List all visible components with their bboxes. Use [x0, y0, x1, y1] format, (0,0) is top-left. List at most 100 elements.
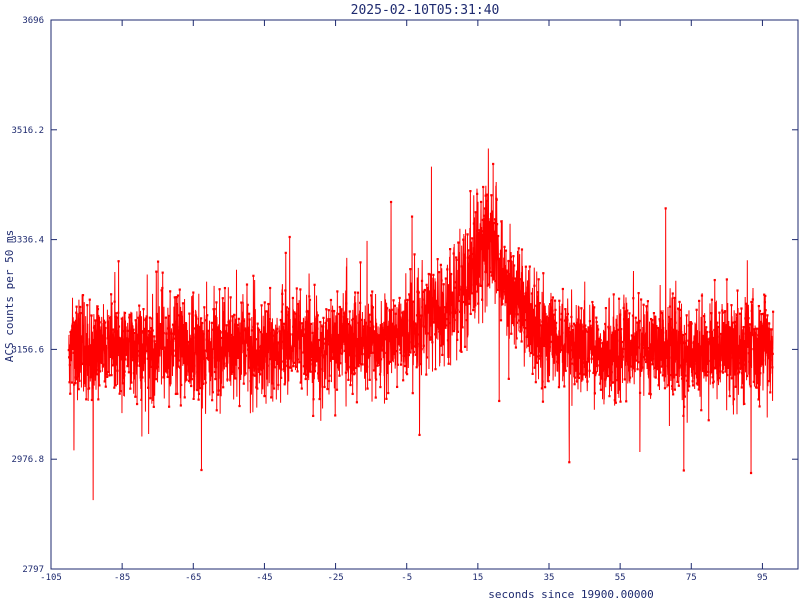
data-point	[440, 279, 443, 282]
data-point	[105, 347, 108, 350]
data-point	[167, 367, 170, 370]
data-point	[239, 342, 243, 345]
data-point	[380, 349, 383, 352]
data-point	[329, 298, 333, 302]
data-point	[450, 272, 453, 276]
data-point	[689, 321, 693, 324]
data-point	[196, 329, 199, 332]
data-point	[222, 319, 225, 322]
data-point	[266, 364, 269, 367]
data-point	[350, 326, 353, 329]
data-point	[505, 269, 508, 272]
data-point	[650, 352, 653, 355]
data-point	[317, 338, 320, 342]
data-point	[154, 378, 158, 381]
data-point	[108, 337, 111, 340]
data-point	[669, 373, 673, 377]
x-axis: -105 -85 -65 -45 -25 -5 15 35 55 75 95	[40, 20, 768, 583]
data-point	[433, 317, 436, 320]
data-point	[318, 348, 322, 351]
data-point	[452, 329, 456, 333]
data-point	[707, 419, 710, 422]
data-point	[109, 355, 112, 359]
data-point	[496, 257, 499, 261]
data-point	[574, 365, 577, 368]
data-point	[159, 322, 163, 326]
data-point	[553, 299, 557, 302]
data-point	[243, 329, 246, 332]
data-point	[96, 308, 100, 311]
data-point	[188, 378, 192, 381]
data-point	[480, 284, 483, 288]
data-point	[597, 358, 600, 361]
data-point	[486, 193, 489, 196]
data-point	[724, 370, 727, 373]
data-point	[646, 300, 649, 303]
data-point	[553, 347, 556, 350]
data-point	[276, 341, 280, 344]
data-point	[632, 367, 636, 370]
data-point	[467, 273, 470, 276]
data-point	[552, 346, 555, 350]
data-point	[221, 356, 224, 360]
data-point	[218, 348, 221, 351]
data-point	[100, 341, 103, 344]
data-point	[529, 322, 532, 325]
data-point	[729, 345, 732, 348]
data-point	[297, 302, 300, 306]
data-point	[759, 372, 762, 375]
data-point	[605, 349, 608, 352]
data-point	[668, 305, 672, 308]
data-point	[403, 350, 406, 353]
data-point	[765, 327, 769, 330]
data-point	[180, 315, 183, 318]
data-point	[86, 368, 90, 372]
data-point	[137, 342, 140, 345]
data-point	[555, 353, 558, 356]
data-point	[698, 361, 701, 364]
data-point	[520, 340, 523, 343]
data-point	[499, 319, 503, 322]
data-point	[93, 331, 96, 335]
data-point	[211, 356, 214, 359]
data-point	[113, 330, 117, 333]
data-point	[387, 391, 390, 395]
data-point	[473, 291, 476, 294]
data-point	[276, 355, 279, 358]
data-point	[431, 296, 434, 300]
data-point	[636, 368, 639, 371]
data-point	[134, 341, 138, 344]
data-point	[516, 273, 520, 276]
data-point	[384, 322, 387, 325]
data-point	[160, 333, 163, 336]
data-point	[505, 271, 509, 274]
data-point	[388, 309, 391, 312]
data-point	[594, 371, 598, 374]
data-point	[329, 349, 332, 352]
data-point	[514, 277, 517, 280]
data-point	[172, 337, 176, 340]
data-point	[407, 353, 410, 357]
data-point	[212, 322, 216, 325]
data-point	[661, 311, 664, 315]
data-point	[403, 365, 407, 368]
data-point	[162, 332, 165, 335]
data-point	[288, 343, 292, 346]
data-point	[637, 321, 641, 324]
data-point	[199, 347, 202, 350]
data-point	[255, 359, 258, 362]
data-point	[375, 338, 378, 341]
data-point	[605, 346, 608, 350]
data-point	[685, 347, 688, 350]
data-point	[187, 340, 190, 344]
data-point	[336, 290, 339, 293]
data-point	[320, 351, 323, 354]
data-point	[533, 284, 536, 287]
data-point	[73, 366, 76, 369]
data-point	[592, 371, 595, 375]
data-point	[397, 330, 400, 333]
data-point	[471, 237, 474, 240]
data-point	[159, 343, 162, 346]
data-point	[285, 329, 288, 332]
data-point	[726, 374, 729, 377]
